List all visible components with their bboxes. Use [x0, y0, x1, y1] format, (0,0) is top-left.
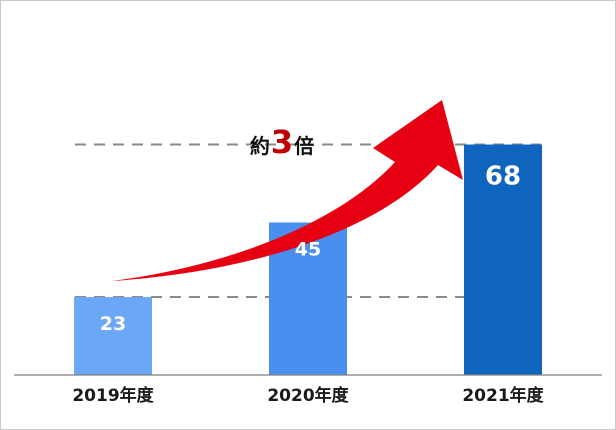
value-label-2: 45: [295, 238, 321, 260]
annotation-number: 3: [271, 123, 293, 161]
bar-3: [464, 144, 542, 375]
value-label-1: 23: [100, 313, 126, 335]
bar-1: [74, 297, 152, 375]
value-labels: 23 45 68: [100, 162, 521, 336]
growth-arrow: [112, 100, 463, 281]
multiplier-annotation: 約3倍: [250, 123, 314, 161]
x-tick-label-1: 2019年度: [72, 385, 154, 406]
x-tick-label-2: 2020年度: [267, 385, 349, 406]
value-label-3: 68: [485, 162, 521, 192]
annotation-prefix: 約: [250, 134, 270, 158]
annotation-suffix: 倍: [294, 134, 314, 158]
x-tick-label-3: 2021年度: [462, 385, 544, 406]
x-tick-labels: 2019年度 2020年度 2021年度: [72, 385, 544, 406]
bars: [74, 144, 542, 375]
